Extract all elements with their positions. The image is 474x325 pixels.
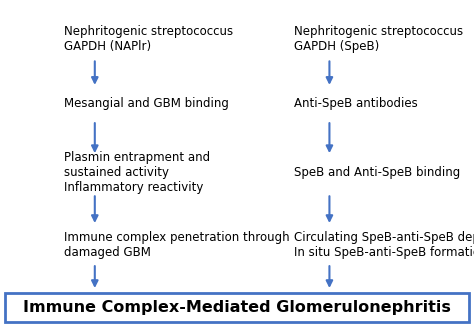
Text: Nephritogenic streptococcus
GAPDH (NAPlr): Nephritogenic streptococcus GAPDH (NAPlr…	[64, 25, 233, 53]
Text: Circulating SpeB-anti-SpeB deposition
In situ SpeB-anti-SpeB formation: Circulating SpeB-anti-SpeB deposition In…	[294, 231, 474, 259]
Text: Nephritogenic streptococcus
GAPDH (SpeB): Nephritogenic streptococcus GAPDH (SpeB)	[294, 25, 463, 53]
Text: Plasmin entrapment and
sustained activity
Inflammatory reactivity: Plasmin entrapment and sustained activit…	[64, 151, 210, 194]
FancyBboxPatch shape	[5, 292, 469, 322]
Text: Immune complex penetration through
damaged GBM: Immune complex penetration through damag…	[64, 231, 290, 259]
Text: Immune Complex-Mediated Glomerulonephritis: Immune Complex-Mediated Glomerulonephrit…	[23, 300, 451, 315]
Text: Mesangial and GBM binding: Mesangial and GBM binding	[64, 98, 229, 111]
Text: SpeB and Anti-SpeB binding: SpeB and Anti-SpeB binding	[294, 166, 460, 179]
Text: Anti-SpeB antibodies: Anti-SpeB antibodies	[294, 98, 418, 111]
